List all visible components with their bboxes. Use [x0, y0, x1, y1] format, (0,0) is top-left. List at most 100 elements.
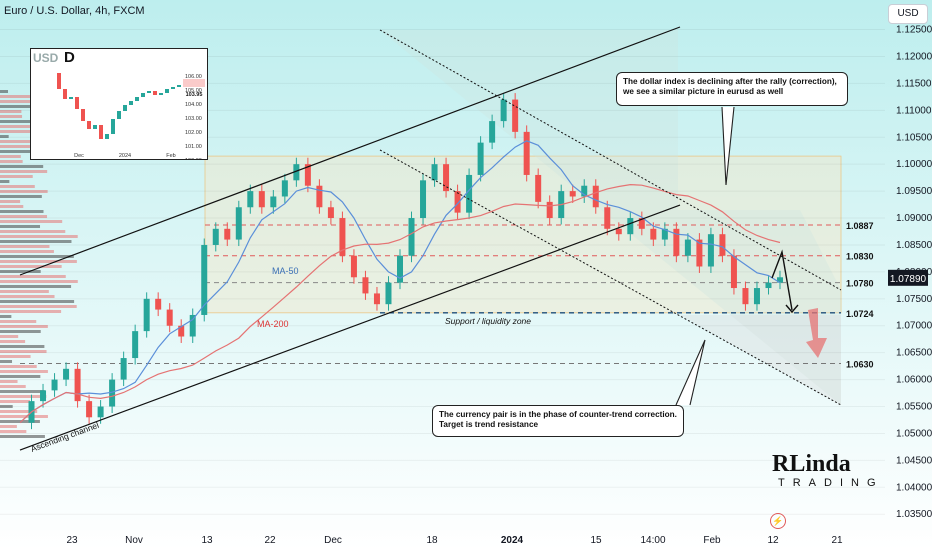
inset-candle	[69, 97, 73, 99]
time-tick: Dec	[324, 535, 342, 546]
price-tick: 1.05500	[896, 402, 932, 413]
candle-body	[454, 191, 461, 213]
volume-profile-bar	[0, 100, 48, 103]
price-tick: 1.04500	[896, 455, 932, 466]
volume-profile-bar	[0, 375, 41, 378]
candle-body	[258, 191, 265, 208]
volume-profile-bar	[0, 210, 44, 213]
candle-body	[97, 406, 104, 418]
price-tick: 1.07500	[896, 294, 932, 305]
flash-icon[interactable]: ⚡	[770, 513, 786, 529]
price-tick: 1.05000	[896, 428, 932, 439]
volume-profile-bar	[0, 150, 43, 153]
logo-top-text: RLinda	[772, 451, 851, 477]
price-tick: 1.11500	[896, 78, 932, 89]
callout-counter-trend: The currency pair is in the phase of cou…	[432, 405, 684, 437]
volume-profile-bar	[0, 220, 63, 223]
volume-profile-bar	[0, 240, 72, 243]
volume-profile-bar	[0, 270, 41, 273]
inset-candle	[159, 93, 163, 95]
ma200-line	[19, 183, 781, 424]
volume-profile-bar	[0, 415, 48, 418]
inset-candle	[153, 91, 157, 95]
volume-profile-bar	[0, 435, 45, 438]
current-price-tag	[888, 269, 928, 286]
volume-profile-bar	[0, 215, 48, 218]
time-tick: 18	[426, 535, 438, 546]
inset-candle	[105, 134, 109, 139]
candle-body	[86, 401, 93, 418]
candle-body	[650, 228, 657, 240]
volume-profile-bar	[0, 320, 37, 323]
time-tick: 13	[201, 535, 213, 546]
price-tick: 1.04000	[896, 482, 932, 493]
volume-profile-bar	[0, 155, 21, 158]
candle-body	[350, 255, 357, 278]
volume-profile-bar	[0, 385, 26, 388]
inset-zone	[183, 79, 205, 87]
candle-body	[742, 288, 749, 305]
price-tick: 1.06000	[896, 375, 932, 386]
inset-candle	[165, 89, 169, 93]
candle-body	[431, 164, 438, 181]
candle-body	[166, 309, 173, 326]
target-arrow	[806, 308, 827, 358]
candle-body	[443, 164, 450, 192]
inset-price-tick: 102.00	[185, 130, 202, 136]
volume-profile	[0, 90, 78, 438]
time-tick: 23	[66, 535, 78, 546]
support-label: Support / liquidity zone	[445, 316, 531, 326]
inset-candle	[87, 121, 91, 129]
candle-body	[247, 191, 254, 208]
price-tick: 1.07000	[896, 321, 932, 332]
volume-profile-bar	[0, 140, 35, 143]
candle-body	[546, 201, 553, 219]
ma200-label: MA-200	[257, 319, 289, 329]
time-tick: 22	[264, 535, 276, 546]
volume-profile-bar	[0, 175, 33, 178]
logo-bottom-text: TRADING	[778, 477, 884, 489]
volume-profile-bar	[0, 205, 24, 208]
candle-body	[466, 174, 473, 213]
ascending-channel-top	[19, 26, 681, 276]
inset-candle	[171, 87, 175, 89]
candle-body	[523, 131, 530, 175]
volume-profile-bar	[0, 185, 35, 188]
volume-profile-bar	[0, 280, 78, 283]
price-tick: 1.10500	[896, 132, 932, 143]
candle-body	[51, 379, 58, 391]
price-tick: 1.03500	[896, 509, 932, 520]
volume-profile-bar	[0, 340, 26, 343]
ma50-label: MA-50	[272, 266, 299, 276]
inset-candle	[177, 85, 181, 87]
candle-body	[74, 368, 81, 402]
volume-profile-bar	[0, 95, 34, 98]
volume-profile-bar	[0, 365, 37, 368]
currency-button[interactable]: USD	[888, 4, 928, 24]
volume-profile-bar	[0, 260, 77, 263]
volume-profile-bar	[0, 345, 45, 348]
volume-profile-bar	[0, 145, 48, 148]
volume-profile-bar	[0, 395, 47, 398]
volume-profile-bar	[0, 355, 31, 358]
volume-profile-bar	[0, 225, 41, 228]
candle-body	[109, 379, 116, 407]
inset-candle	[57, 73, 61, 89]
ma50-line	[19, 140, 781, 424]
candle-body	[224, 228, 231, 240]
inset-price-tick: 106.00	[185, 74, 202, 80]
level-label: 1.0724	[846, 309, 874, 319]
volume-profile-bar	[0, 130, 34, 133]
candle-body	[661, 228, 668, 240]
time-tick: 14:00	[640, 535, 665, 546]
volume-profile-bar	[0, 120, 43, 123]
time-tick: Feb	[703, 535, 721, 546]
candle-body	[132, 331, 139, 359]
volume-profile-bar	[0, 160, 23, 163]
volume-profile-bar	[0, 400, 30, 403]
candle-body	[489, 121, 496, 143]
symbol-title[interactable]: Euro / U.S. Dollar, 4h, FXCM	[4, 5, 145, 17]
volume-profile-bar	[0, 230, 66, 233]
candle-body	[684, 239, 691, 256]
